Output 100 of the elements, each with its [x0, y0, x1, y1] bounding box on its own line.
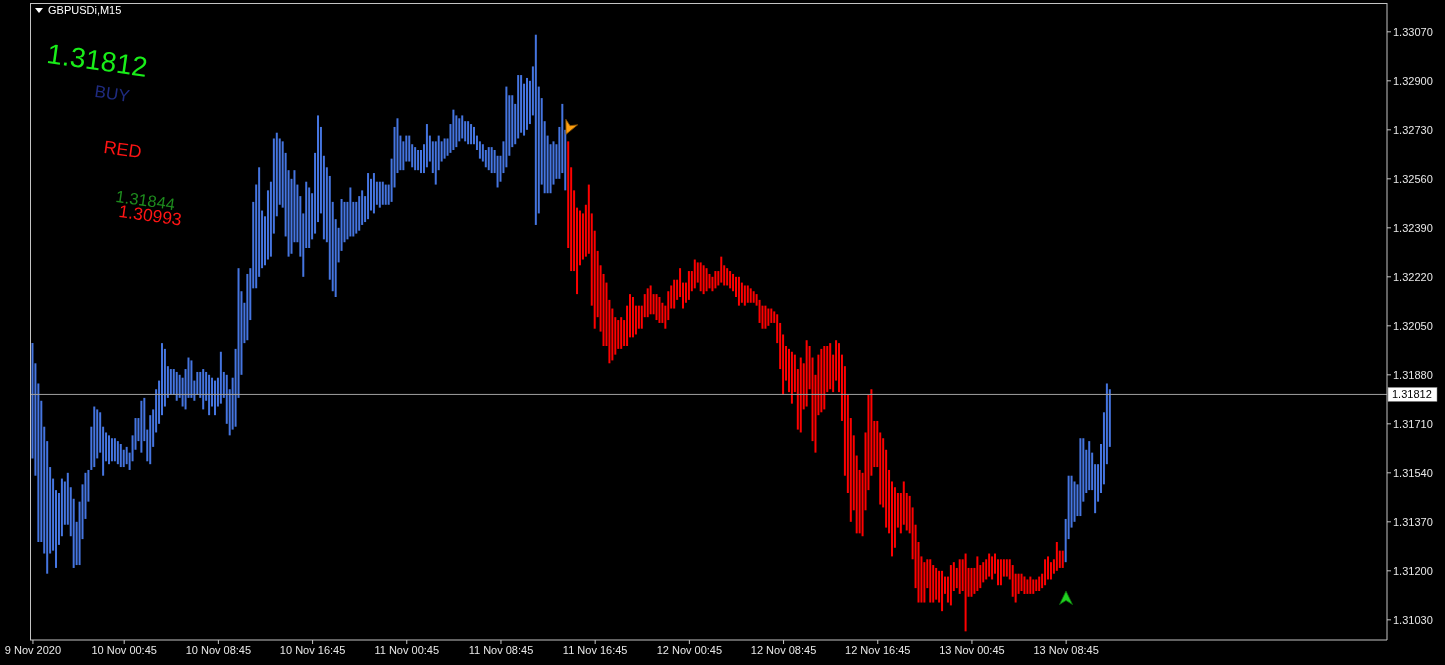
bar [646, 288, 649, 318]
bar [349, 187, 352, 237]
x-tick-label: 12 Nov 00:45 [656, 643, 723, 656]
bar [487, 147, 490, 171]
x-tick-label: 13 Nov 00:45 [939, 643, 1005, 656]
bar [941, 570, 944, 612]
bar [631, 297, 634, 338]
bar [687, 271, 690, 300]
bar [935, 567, 938, 600]
bar [1029, 576, 1032, 594]
bar [714, 271, 717, 289]
bar [175, 371, 178, 401]
y-tick-label: 1.32220 [1393, 270, 1433, 283]
bar [823, 346, 826, 410]
x-tick-label: 11 Nov 00:45 [374, 643, 440, 656]
bar [1005, 559, 1008, 577]
chart-title: GBPUSDi,M15 [48, 4, 122, 17]
x-tick-label: 10 Nov 16:45 [279, 643, 346, 656]
x-tick-label: 10 Nov 08:45 [185, 643, 252, 656]
x-tick-label: 12 Nov 08:45 [750, 643, 817, 656]
bar [991, 556, 994, 580]
annotation: 1.31812 [44, 38, 150, 83]
bar [108, 435, 111, 465]
y-tick-label: 1.31370 [1393, 515, 1433, 528]
bar [988, 553, 991, 577]
bar [208, 374, 211, 416]
bar [820, 348, 823, 413]
bar [443, 138, 446, 159]
bar [1038, 576, 1041, 591]
bar [746, 285, 749, 303]
bar [705, 268, 708, 292]
bar [470, 124, 473, 145]
bar [1079, 438, 1082, 517]
y-tick-label: 1.32560 [1393, 172, 1433, 185]
annotation: BUY [93, 82, 131, 106]
bar [699, 262, 702, 292]
bar [113, 438, 116, 462]
y-tick-label: 1.31710 [1393, 417, 1433, 430]
bar [693, 259, 696, 289]
bar [702, 265, 705, 295]
bar [726, 268, 729, 286]
bar [381, 181, 384, 205]
bar [799, 357, 802, 433]
x-tick-label: 12 Nov 16:45 [845, 643, 911, 656]
bar [790, 351, 793, 404]
bar [414, 147, 417, 171]
bar [202, 369, 205, 410]
bar [1023, 576, 1026, 594]
bar [949, 565, 952, 606]
bar [655, 294, 658, 321]
bar [964, 553, 967, 632]
bar [452, 109, 455, 150]
y-tick-label: 1.31030 [1393, 613, 1433, 626]
bar [219, 351, 222, 404]
bar [417, 150, 420, 171]
x-tick-label: 13 Nov 08:45 [1033, 643, 1099, 656]
bar [1026, 579, 1029, 594]
bar [1032, 579, 1035, 594]
bar [93, 406, 96, 468]
bar [767, 308, 770, 326]
bar [119, 444, 122, 468]
y-tick-label: 1.31200 [1393, 564, 1433, 577]
bar [467, 121, 470, 145]
y-tick-label: 1.33070 [1393, 25, 1433, 38]
bar [1044, 559, 1047, 586]
bar [367, 173, 370, 220]
bar [378, 181, 381, 208]
y-tick-label: 1.32900 [1393, 74, 1433, 87]
y-tick-label: 1.32390 [1393, 221, 1433, 234]
ref-line-label: 1.31812 [1392, 388, 1432, 401]
x-tick-label: 11 Nov 16:45 [562, 643, 628, 656]
x-tick-label: 9 Nov 2020 [4, 643, 62, 656]
annotation: RED [102, 137, 143, 163]
bar [213, 380, 216, 416]
x-tick-label: 10 Nov 00:45 [91, 643, 157, 656]
bar [976, 556, 979, 591]
y-tick-label: 1.31540 [1393, 466, 1433, 479]
bar [140, 400, 143, 453]
bar [384, 184, 387, 205]
bar [169, 369, 172, 395]
bar [1035, 579, 1038, 591]
bar [116, 441, 119, 465]
y-tick-label: 1.32050 [1393, 319, 1433, 332]
bar [729, 271, 732, 289]
bar [805, 340, 808, 407]
y-tick-label: 1.31880 [1393, 368, 1433, 381]
bar [673, 279, 676, 309]
bar [649, 285, 652, 315]
bar [720, 256, 723, 283]
bar [110, 438, 113, 462]
bar [461, 115, 464, 139]
bar [970, 567, 973, 597]
bar [999, 559, 1002, 586]
bar [1055, 542, 1058, 571]
bar [490, 147, 493, 174]
bar [1061, 550, 1064, 568]
bar [658, 297, 661, 323]
bar [1088, 441, 1091, 491]
bar [770, 308, 773, 323]
bar [620, 317, 623, 349]
